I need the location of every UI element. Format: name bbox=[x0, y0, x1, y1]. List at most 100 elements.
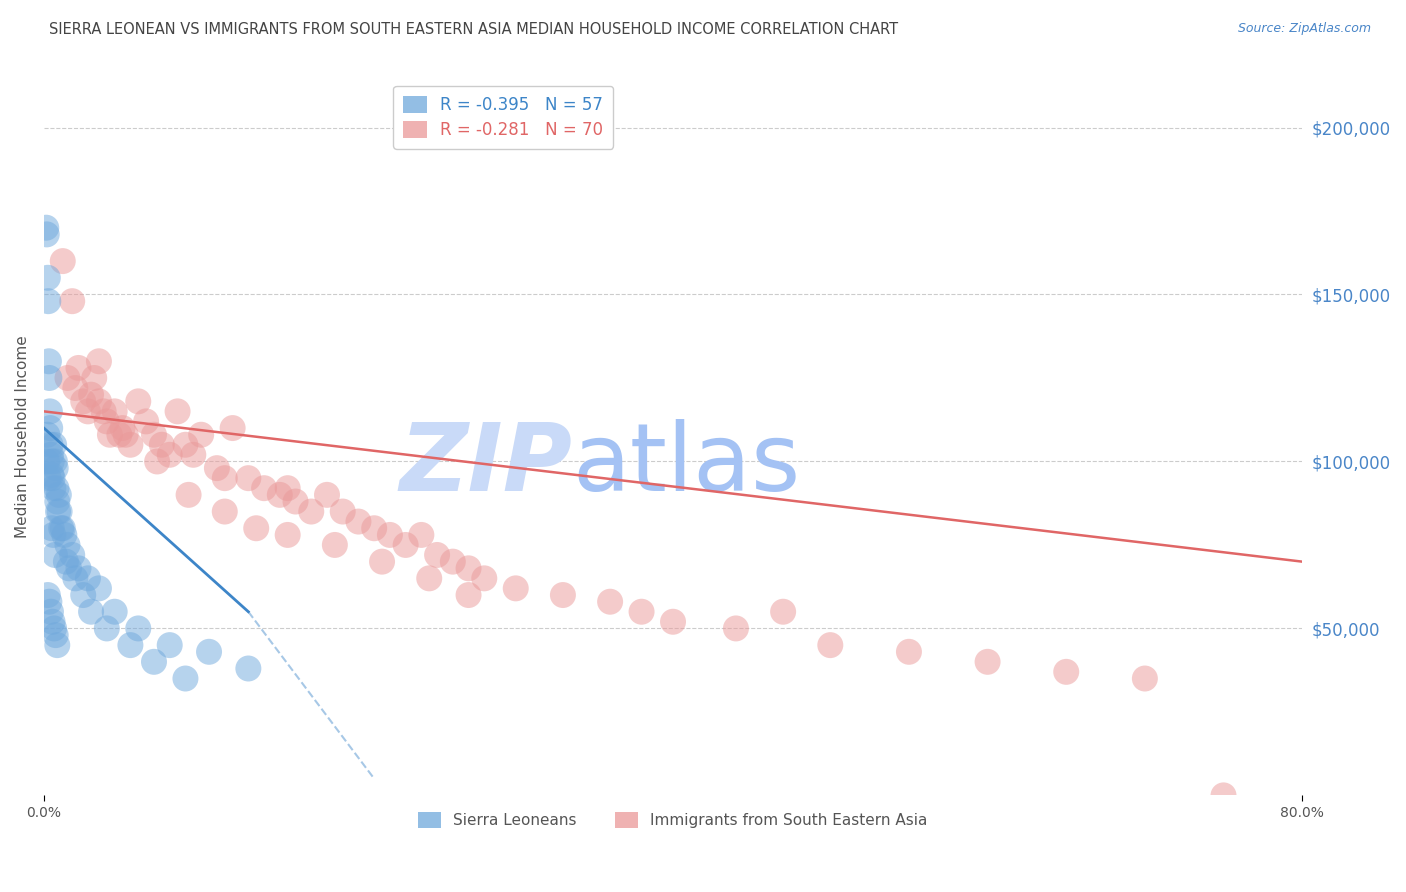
Point bbox=[37, 270, 59, 285]
Point bbox=[411, 528, 433, 542]
Point bbox=[269, 488, 291, 502]
Point bbox=[150, 438, 173, 452]
Point bbox=[198, 645, 221, 659]
Point bbox=[347, 515, 370, 529]
Point bbox=[37, 588, 59, 602]
Point bbox=[820, 638, 842, 652]
Point bbox=[772, 605, 794, 619]
Point bbox=[146, 454, 169, 468]
Point bbox=[56, 371, 79, 385]
Point bbox=[41, 467, 63, 482]
Point bbox=[37, 294, 59, 309]
Point bbox=[38, 595, 60, 609]
Point bbox=[457, 588, 479, 602]
Point bbox=[1212, 789, 1234, 803]
Point bbox=[599, 595, 621, 609]
Point bbox=[111, 421, 134, 435]
Point bbox=[48, 488, 70, 502]
Point bbox=[96, 622, 118, 636]
Point bbox=[551, 588, 574, 602]
Point bbox=[284, 494, 307, 508]
Point bbox=[457, 561, 479, 575]
Point bbox=[238, 471, 260, 485]
Point bbox=[72, 394, 94, 409]
Point bbox=[65, 381, 87, 395]
Point bbox=[38, 404, 60, 418]
Point bbox=[104, 605, 127, 619]
Point bbox=[38, 354, 60, 368]
Point bbox=[472, 571, 495, 585]
Point bbox=[55, 555, 77, 569]
Point bbox=[662, 615, 685, 629]
Text: ZIP: ZIP bbox=[399, 419, 572, 511]
Point bbox=[44, 548, 66, 562]
Point bbox=[41, 521, 63, 535]
Point bbox=[98, 427, 121, 442]
Point bbox=[41, 615, 63, 629]
Point bbox=[323, 538, 346, 552]
Point bbox=[45, 481, 67, 495]
Point bbox=[46, 638, 69, 652]
Point bbox=[159, 448, 181, 462]
Text: Source: ZipAtlas.com: Source: ZipAtlas.com bbox=[1237, 22, 1371, 36]
Point bbox=[72, 588, 94, 602]
Point bbox=[96, 414, 118, 428]
Point bbox=[67, 361, 90, 376]
Point bbox=[114, 427, 136, 442]
Legend: Sierra Leoneans, Immigrants from South Eastern Asia: Sierra Leoneans, Immigrants from South E… bbox=[412, 806, 934, 834]
Point bbox=[65, 571, 87, 585]
Point bbox=[174, 438, 197, 452]
Point bbox=[42, 481, 65, 495]
Point bbox=[35, 220, 58, 235]
Point bbox=[245, 521, 267, 535]
Point bbox=[120, 638, 142, 652]
Point bbox=[45, 461, 67, 475]
Point bbox=[35, 454, 58, 468]
Point bbox=[181, 448, 204, 462]
Point bbox=[42, 622, 65, 636]
Point bbox=[42, 528, 65, 542]
Point bbox=[46, 494, 69, 508]
Point bbox=[87, 354, 110, 368]
Y-axis label: Median Household Income: Median Household Income bbox=[15, 335, 30, 538]
Point bbox=[77, 404, 100, 418]
Point bbox=[724, 622, 747, 636]
Point bbox=[166, 404, 188, 418]
Point bbox=[426, 548, 449, 562]
Point bbox=[77, 571, 100, 585]
Point bbox=[38, 371, 60, 385]
Point bbox=[60, 548, 83, 562]
Point bbox=[52, 521, 75, 535]
Point bbox=[221, 421, 243, 435]
Point bbox=[253, 481, 276, 495]
Point bbox=[177, 488, 200, 502]
Point bbox=[58, 561, 80, 575]
Point bbox=[80, 605, 103, 619]
Point bbox=[205, 461, 228, 475]
Point bbox=[316, 488, 339, 502]
Point bbox=[505, 582, 527, 596]
Point bbox=[378, 528, 401, 542]
Point bbox=[441, 555, 464, 569]
Point bbox=[214, 504, 236, 518]
Point bbox=[174, 672, 197, 686]
Point bbox=[277, 528, 299, 542]
Point bbox=[39, 421, 62, 435]
Point bbox=[371, 555, 394, 569]
Point bbox=[277, 481, 299, 495]
Point bbox=[238, 661, 260, 675]
Point bbox=[1133, 672, 1156, 686]
Point bbox=[37, 427, 59, 442]
Point bbox=[363, 521, 385, 535]
Point bbox=[51, 521, 73, 535]
Point bbox=[190, 427, 212, 442]
Point bbox=[39, 605, 62, 619]
Point bbox=[127, 622, 149, 636]
Point bbox=[93, 404, 115, 418]
Point bbox=[104, 404, 127, 418]
Point bbox=[395, 538, 418, 552]
Point bbox=[39, 448, 62, 462]
Point bbox=[108, 427, 131, 442]
Point bbox=[39, 438, 62, 452]
Point bbox=[976, 655, 998, 669]
